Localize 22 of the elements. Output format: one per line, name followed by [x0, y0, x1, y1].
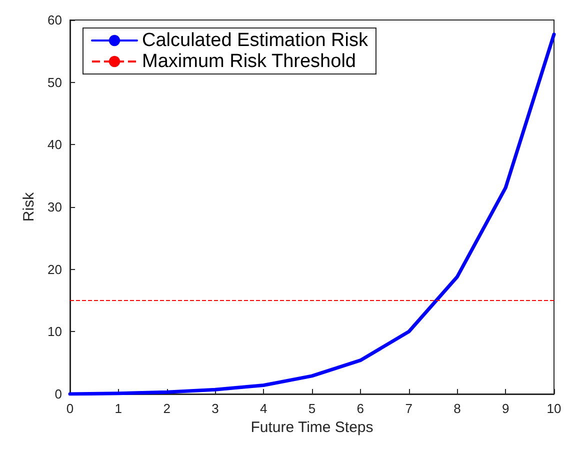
y-tick-label: 20 [48, 262, 62, 277]
x-tick-label: 7 [405, 401, 412, 416]
y-tick-label: 30 [48, 200, 62, 214]
y-tick-label: 60 [48, 12, 62, 28]
legend-label: Maximum Risk Threshold [142, 51, 356, 72]
x-tick-label: 6 [356, 401, 364, 416]
x-tick-label: 0 [66, 401, 74, 416]
y-tick-label: 50 [48, 74, 62, 90]
y-tick-label: 40 [48, 137, 62, 152]
y-tick-label: 0 [54, 386, 62, 402]
x-tick-label: 10 [546, 401, 562, 416]
x-tick-label: 1 [114, 401, 122, 416]
y-tick-label: 10 [48, 324, 62, 340]
x-tick-label: 2 [163, 401, 170, 416]
x-axis-title: Future Time Steps [250, 419, 374, 436]
x-tick-label: 3 [212, 401, 219, 416]
x-tick-label: 8 [454, 401, 461, 416]
legend-label: Calculated Estimation Risk [142, 30, 368, 51]
x-tick-label: 5 [308, 401, 316, 416]
y-axis-title: Risk [20, 192, 38, 222]
x-tick-label: 9 [502, 401, 510, 416]
x-tick-label: 4 [260, 401, 268, 416]
